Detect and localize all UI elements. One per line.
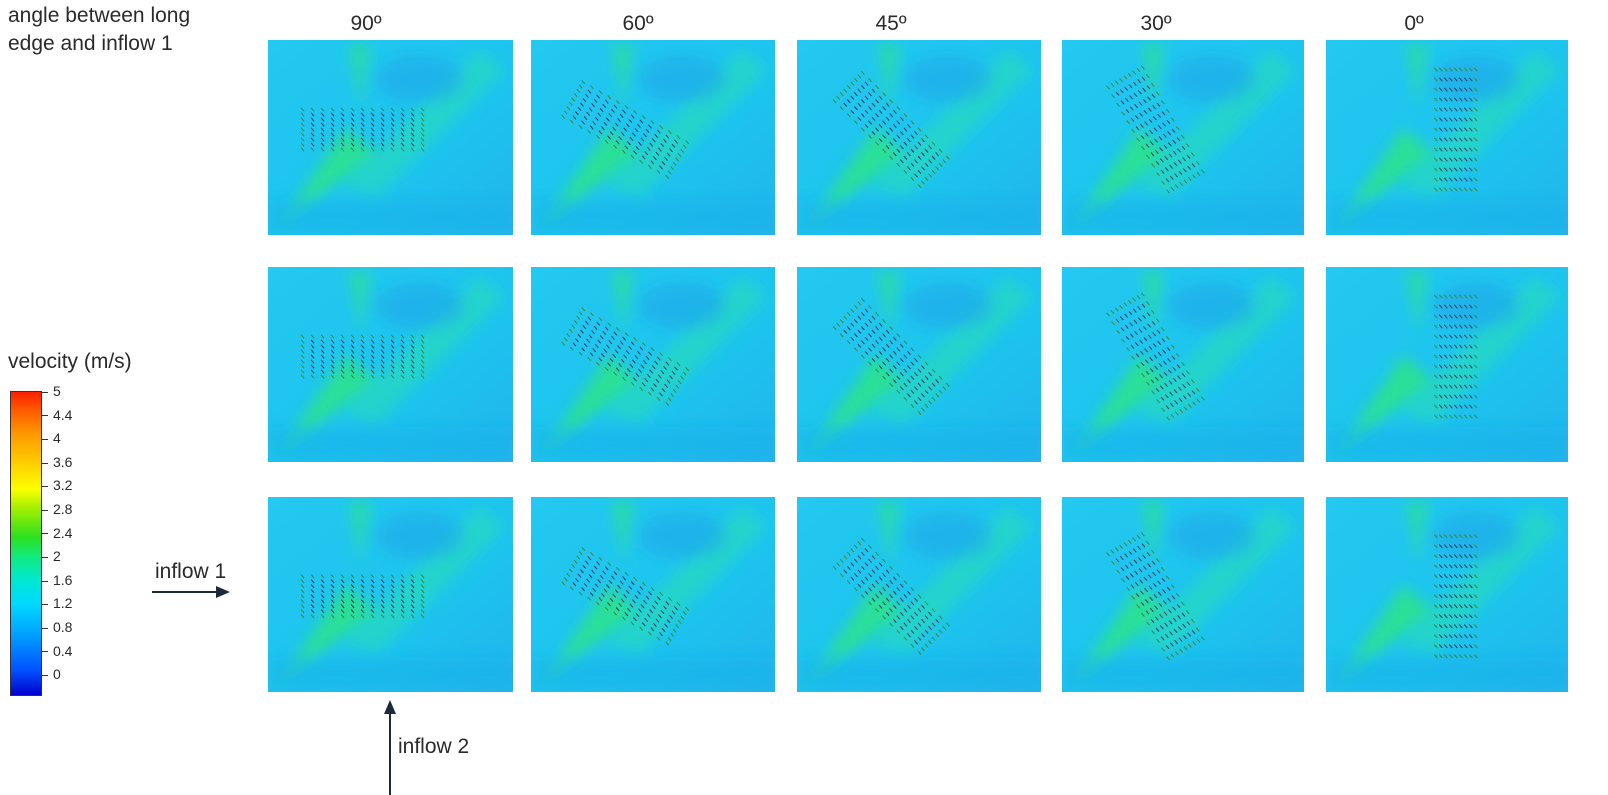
- inflow1-arrow-icon: [152, 586, 230, 598]
- flow-panel-r0-c4: [1326, 40, 1568, 235]
- legend-tick-6: 2.4: [41, 526, 72, 540]
- flow-panel-r0-c0: [268, 40, 513, 235]
- flow-panel-r0-c3: [1062, 40, 1304, 235]
- flow-panel-r1-c0: [268, 267, 513, 462]
- inflow2-arrow-icon: [384, 700, 396, 795]
- legend-tick-3: 3.6: [41, 455, 72, 469]
- flow-panel-r2-c2: [797, 497, 1041, 692]
- legend-tick-4: 3.2: [41, 478, 72, 492]
- legend-tick-11: 0.4: [41, 644, 72, 658]
- column-label-1: 60º: [622, 12, 654, 35]
- flow-panel-r2-c3: [1062, 497, 1304, 692]
- flow-panel-r2-c0: [268, 497, 513, 692]
- legend-tick-7: 2: [41, 549, 61, 563]
- flow-panel-r1-c2: [797, 267, 1041, 462]
- legend-tick-12: 0: [41, 667, 61, 681]
- flow-panel-r1-c3: [1062, 267, 1304, 462]
- caption-text: angle between long edge and inflow 1: [8, 4, 191, 55]
- legend-tick-10: 0.8: [41, 620, 72, 634]
- column-label-3: 30º: [1140, 12, 1172, 35]
- figure-caption: angle between long edge and inflow 1: [8, 2, 190, 58]
- flow-panel-r0-c1: [531, 40, 775, 235]
- flow-panel-r1-c4: [1326, 267, 1568, 462]
- flow-panel-r0-c2: [797, 40, 1041, 235]
- flow-panel-r2-c1: [531, 497, 775, 692]
- flow-panel-r1-c1: [531, 267, 775, 462]
- legend-tick-1: 4.4: [41, 408, 72, 422]
- legend-title: velocity (m/s): [8, 350, 132, 373]
- inflow2-label: inflow 2: [398, 735, 470, 758]
- velocity-colorbar: [10, 391, 42, 696]
- column-label-2: 45º: [875, 12, 907, 35]
- column-label-0: 90º: [350, 12, 382, 35]
- inflow1-label: inflow 1: [155, 560, 227, 583]
- legend-tick-2: 4: [41, 431, 61, 445]
- legend-tick-5: 2.8: [41, 502, 72, 516]
- column-label-4: 0º: [1404, 12, 1424, 35]
- legend-tick-8: 1.6: [41, 573, 72, 587]
- legend-tick-9: 1.2: [41, 596, 72, 610]
- legend-tick-0: 5: [41, 384, 61, 398]
- flow-panel-r2-c4: [1326, 497, 1568, 692]
